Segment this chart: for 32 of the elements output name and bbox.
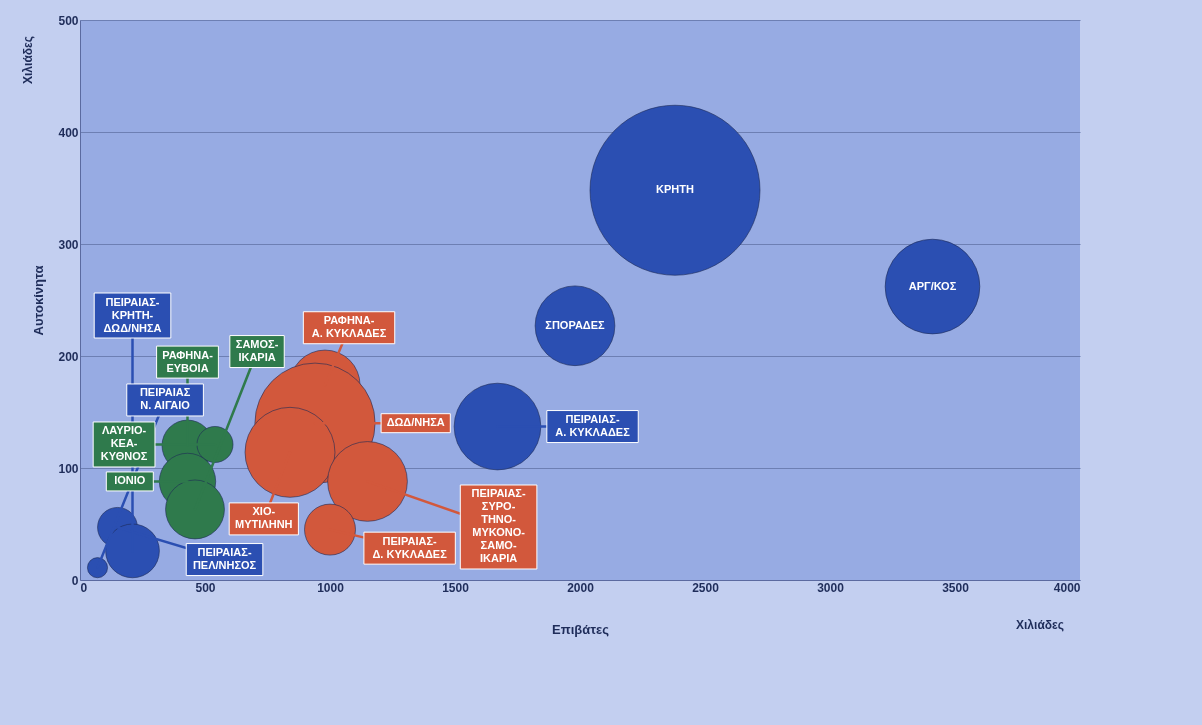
annotation: ΛΑΥΡΙΟ-ΚΕΑ-ΚΥΘΝΟΣ (100, 424, 148, 463)
y-tick-label: 300 (58, 237, 79, 252)
x-tick-label: 2000 (567, 580, 595, 595)
y-axis-title: Αυτοκίνητα (31, 265, 47, 336)
y-tick-label: 400 (58, 125, 79, 140)
y-tick-label: 500 (58, 13, 79, 28)
annotation: ΚΡΗΤΗ (656, 183, 694, 196)
annotation: ΡΑΦΗΝΑ-ΕΥΒΟΙΑ (162, 348, 214, 374)
annotation: ΔΩΔ/ΝΗΣΑ (386, 416, 445, 429)
x-tick-label: 1000 (317, 580, 345, 595)
annotation: ΠΕΙΡΑΙΑΣ-ΚΡΗΤΗ-ΔΩΔ/ΝΗΣΑ (103, 295, 162, 334)
annotation: ΣΠΟΡΑΔΕΣ (545, 318, 606, 331)
annotation: ΡΑΦΗΝΑ-Α. ΚΥΚΛΑΔΕΣ (311, 314, 387, 340)
annotation: ΙΟΝΙΟ (114, 474, 146, 487)
x-tick-label: 4000 (1053, 580, 1081, 595)
annotation: ΣΑΜΟΣ-ΙΚΑΡΙΑ (235, 338, 279, 364)
annotation: ΠΕΙΡΑΙΑΣ Ν. ΑΙΓΑΙΟ (139, 386, 191, 412)
annotation: ΠΕΙΡΑΙΑΣ-ΣΥΡΟ-ΤΗΝΟ-ΜΥΚΟΝΟ-ΣΑΜΟ-ΙΚΑΡΙΑ (471, 487, 526, 565)
text: Χιλιάδες (1016, 618, 1064, 632)
annotation: ΑΡΓ/ΚΟΣ (908, 279, 957, 292)
annotation: ΧΙΟ-ΜΥΤΙΛΗΝΗ (235, 505, 293, 531)
annotation: ΠΕΙΡΑΙΑΣ-ΠΕΛ/ΝΗΣΟΣ (192, 546, 257, 572)
x-tick-label: 500 (195, 580, 216, 595)
y-tick-label: 200 (58, 349, 79, 364)
y-tick-label: 100 (58, 461, 79, 476)
x-tick-label: 3000 (817, 580, 845, 595)
x-axis-title: Επιβάτες (552, 621, 610, 637)
text: Χιλιάδες (21, 36, 35, 84)
annotation: ΠΕΙΡΑΙΑΣ-Α. ΚΥΚΛΑΔΕΣ (555, 413, 631, 439)
x-tick-label: 2500 (692, 580, 720, 595)
x-tick-label: 1500 (442, 580, 470, 595)
x-tick-label: 3500 (942, 580, 970, 595)
